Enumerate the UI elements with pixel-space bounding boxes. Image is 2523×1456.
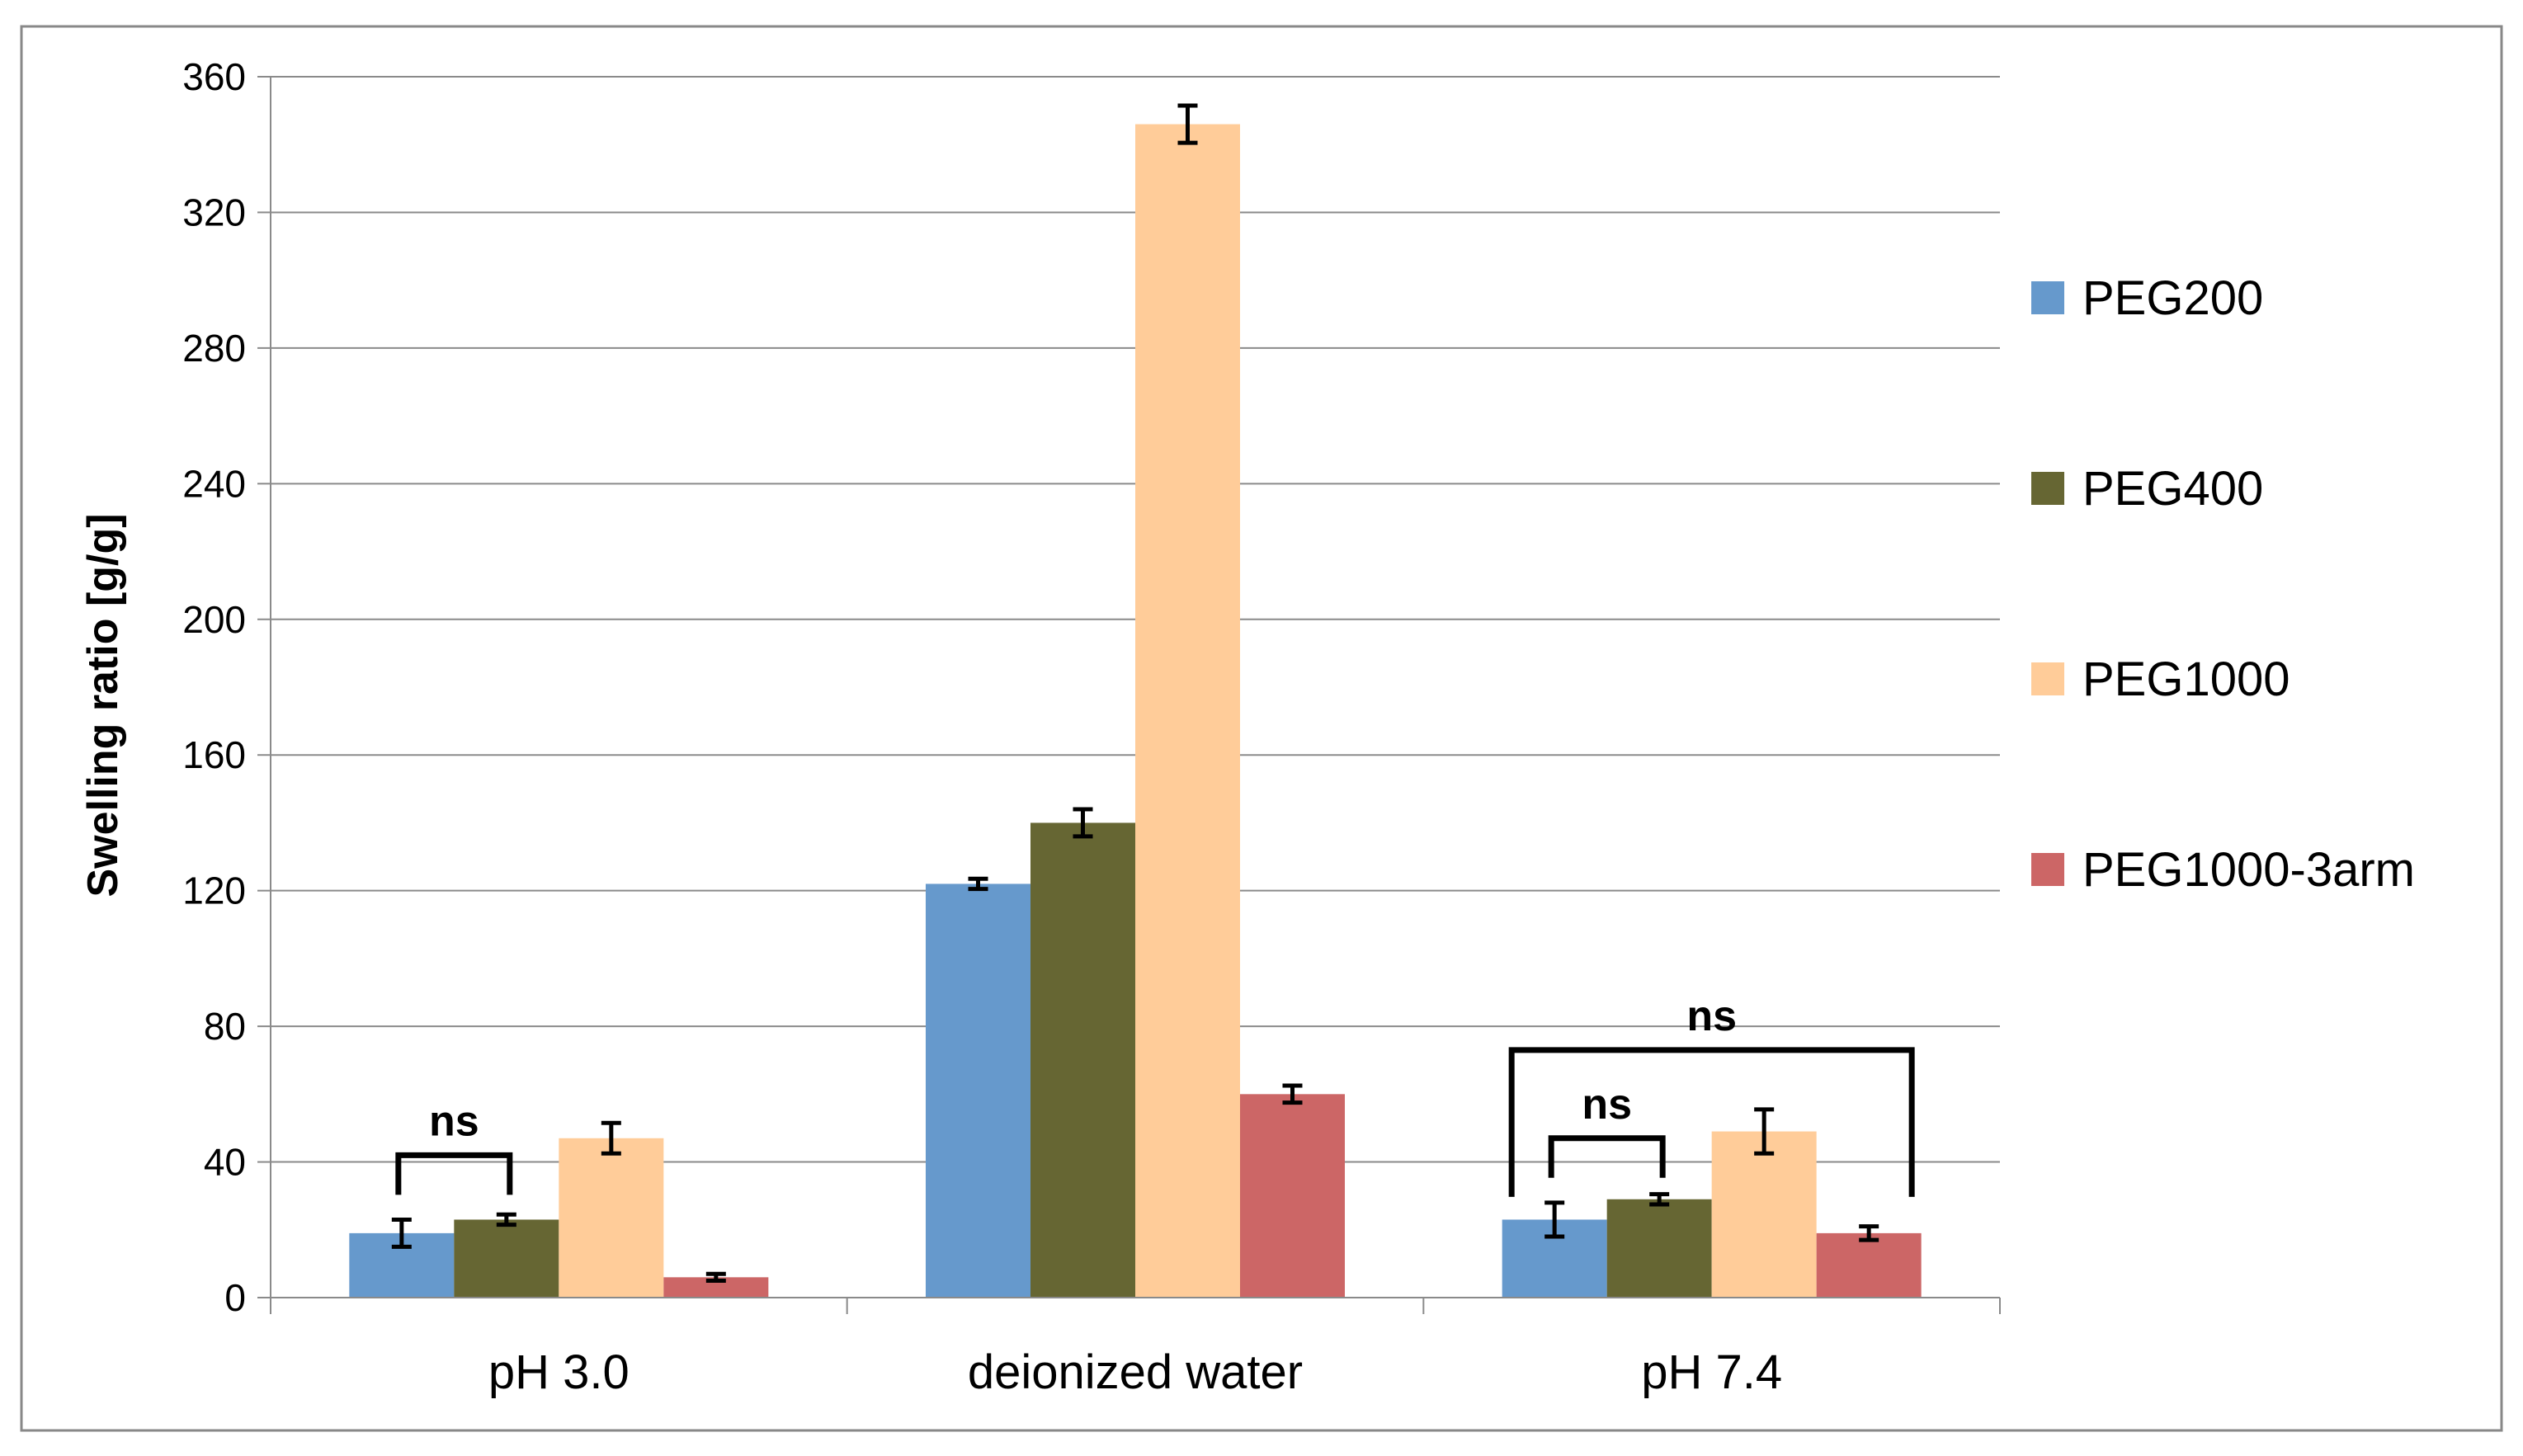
- legend-swatch: [2031, 853, 2064, 886]
- y-tick-label: 360: [182, 55, 246, 98]
- y-tick-label: 320: [182, 191, 246, 233]
- legend-label: PEG1000-3arm: [2082, 843, 2415, 897]
- bar: [1711, 1131, 1817, 1298]
- bar: [1816, 1232, 1922, 1298]
- significance-bracket: [1548, 1135, 1666, 1178]
- significance-bracket: [1508, 1047, 1915, 1197]
- x-tick-labels: pH 3.0 deionized water pH 7.4: [488, 1345, 1782, 1399]
- bar: [1030, 822, 1135, 1298]
- x-tick-label: deionized water: [968, 1345, 1303, 1399]
- legend: PEG200 PEG400 PEG1000 PEG1000-3arm: [2031, 271, 2415, 897]
- y-tick-label: 240: [182, 462, 246, 505]
- bar: [559, 1138, 664, 1298]
- significance-label: ns: [1686, 992, 1737, 1040]
- legend-swatch: [2031, 472, 2064, 505]
- significance-label: ns: [1582, 1081, 1632, 1129]
- y-tick-label: 160: [182, 733, 246, 776]
- legend-label: PEG1000: [2082, 653, 2290, 706]
- bar: [1606, 1199, 1712, 1298]
- axes: [270, 77, 2001, 1314]
- annotations: ns ns ns: [395, 992, 1915, 1197]
- y-tick-label: 80: [204, 1005, 246, 1048]
- bar: [926, 883, 1030, 1298]
- y-axis-title: Swelling ratio [g/g]: [79, 513, 127, 897]
- y-tick-label: 200: [182, 598, 246, 641]
- y-tick-label: 40: [204, 1141, 246, 1184]
- bar: [1135, 124, 1240, 1298]
- y-tick-label: 120: [182, 869, 246, 912]
- significance-label: ns: [429, 1097, 479, 1145]
- error-bars: [391, 103, 1879, 1283]
- legend-label: PEG400: [2082, 462, 2263, 516]
- legend-swatch: [2031, 281, 2064, 314]
- legend-swatch: [2031, 662, 2064, 695]
- x-tick-label: pH 3.0: [488, 1345, 630, 1399]
- bars: [349, 124, 1922, 1298]
- y-tick-labels: 0 40 80 120 160 200 240 280 320 360: [182, 55, 246, 1319]
- significance-bracket: [395, 1152, 513, 1195]
- y-tick-label: 0: [224, 1276, 246, 1319]
- legend-label: PEG200: [2082, 271, 2263, 325]
- bar: [454, 1219, 559, 1298]
- bar: [1240, 1094, 1345, 1298]
- x-tick-label: pH 7.4: [1641, 1345, 1782, 1399]
- y-tick-label: 280: [182, 327, 246, 370]
